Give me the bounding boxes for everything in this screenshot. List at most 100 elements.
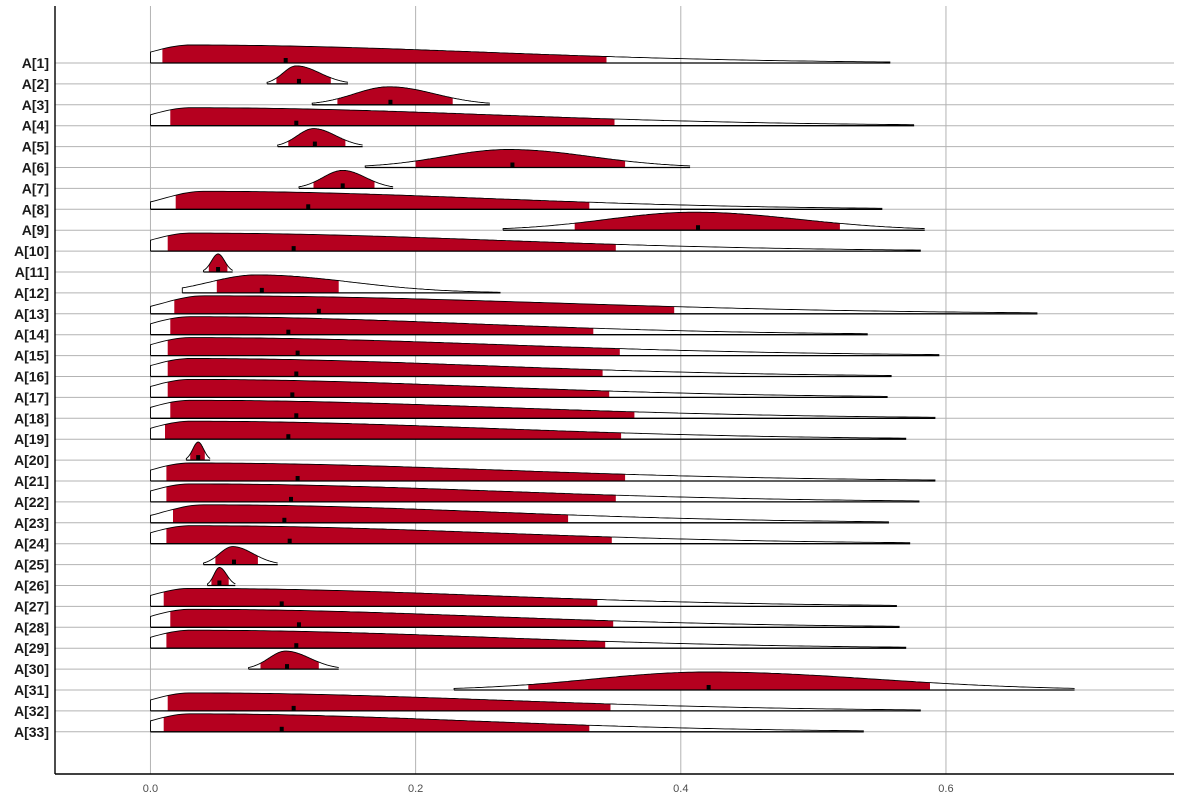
interval-area bbox=[337, 86, 453, 105]
median-marker bbox=[294, 413, 299, 419]
y-tick-label: A[4] bbox=[22, 118, 49, 134]
median-marker bbox=[696, 225, 701, 231]
median-marker bbox=[279, 601, 284, 607]
median-marker bbox=[294, 643, 299, 649]
density-outline bbox=[150, 504, 889, 523]
median-marker bbox=[288, 496, 293, 502]
median-marker bbox=[296, 78, 301, 84]
ridge bbox=[150, 483, 920, 503]
median-marker bbox=[285, 664, 290, 670]
density-outline bbox=[298, 169, 394, 189]
ridge bbox=[277, 128, 363, 148]
interval-area bbox=[216, 274, 339, 293]
ridge bbox=[150, 713, 864, 733]
density-outline bbox=[248, 650, 339, 670]
y-tick-label: A[32] bbox=[14, 703, 49, 719]
density-outline bbox=[150, 525, 911, 544]
density-outline bbox=[150, 399, 936, 419]
median-marker bbox=[287, 538, 292, 544]
density-outline bbox=[150, 483, 920, 502]
density-outline bbox=[150, 608, 900, 628]
interval-area bbox=[170, 107, 615, 126]
y-tick-label: A[27] bbox=[14, 598, 49, 614]
ridge bbox=[150, 358, 892, 378]
density-outline bbox=[150, 420, 907, 440]
y-tick-label: A[6] bbox=[22, 160, 49, 176]
interval-area bbox=[170, 316, 594, 335]
interval-area bbox=[167, 233, 616, 252]
density-outline bbox=[203, 546, 278, 565]
y-tick-label: A[30] bbox=[14, 661, 49, 677]
y-tick-label: A[31] bbox=[14, 682, 49, 698]
ridge bbox=[311, 86, 490, 106]
label-layer: 0.0 0.2 0.4 0.6 A[1] A[2] A[3] A[4] A[5] A[6] A[7]… bbox=[14, 55, 954, 795]
y-tick-label: A[10] bbox=[14, 243, 49, 259]
interval-area bbox=[528, 672, 930, 690]
y-tick-label: A[17] bbox=[14, 389, 49, 405]
y-tick-label: A[28] bbox=[14, 619, 49, 635]
ridge bbox=[150, 44, 891, 64]
median-marker bbox=[196, 455, 201, 461]
y-tick-label: A[33] bbox=[14, 724, 49, 740]
y-tick-label: A[22] bbox=[14, 494, 49, 510]
interval-area bbox=[163, 713, 590, 732]
y-tick-label: A[14] bbox=[14, 327, 49, 343]
density-outline bbox=[150, 587, 897, 607]
density-outline bbox=[150, 232, 921, 252]
density-outline bbox=[266, 65, 349, 84]
y-tick-label: A[5] bbox=[22, 139, 49, 155]
ridge bbox=[502, 211, 925, 231]
median-marker bbox=[316, 308, 321, 314]
median-marker bbox=[340, 183, 345, 189]
density-outline bbox=[207, 567, 236, 586]
median-marker bbox=[294, 120, 299, 126]
interval-area bbox=[170, 609, 614, 628]
interval-area bbox=[276, 65, 331, 84]
density-outline bbox=[150, 190, 883, 210]
interval-area bbox=[167, 337, 620, 356]
interval-area bbox=[173, 504, 569, 523]
density-outline bbox=[150, 316, 868, 335]
median-marker bbox=[295, 476, 300, 481]
interval-area bbox=[174, 295, 675, 314]
y-tick-label: A[29] bbox=[14, 640, 49, 656]
interval-area bbox=[166, 483, 616, 502]
density-outline bbox=[150, 378, 888, 398]
median-marker bbox=[388, 99, 393, 105]
interval-area bbox=[574, 212, 840, 231]
interval-area bbox=[415, 149, 626, 168]
ridge bbox=[203, 546, 278, 566]
ridge bbox=[150, 462, 936, 482]
ridge bbox=[364, 149, 691, 169]
y-tick-label: A[25] bbox=[14, 557, 49, 573]
median-marker bbox=[259, 287, 264, 293]
interval-area bbox=[166, 525, 612, 544]
x-tick-label: 0.6 bbox=[938, 783, 953, 795]
ridge bbox=[150, 692, 921, 712]
x-tick-label: 0.2 bbox=[408, 783, 423, 795]
ridge bbox=[150, 587, 897, 608]
interval-area bbox=[190, 442, 205, 461]
ridge bbox=[150, 295, 1038, 315]
axis-layer bbox=[54, 6, 1174, 775]
interval-area bbox=[167, 358, 603, 377]
median-marker bbox=[294, 371, 299, 377]
y-tick-label: A[24] bbox=[14, 536, 49, 552]
median-marker bbox=[296, 622, 301, 628]
median-marker bbox=[312, 141, 317, 147]
y-tick-label: A[19] bbox=[14, 431, 49, 447]
median-marker bbox=[217, 580, 222, 586]
median-marker bbox=[286, 434, 291, 440]
interval-area bbox=[163, 588, 598, 607]
interval-area bbox=[170, 400, 635, 419]
interval-area bbox=[175, 191, 590, 210]
y-tick-label: A[9] bbox=[22, 222, 49, 238]
median-marker bbox=[286, 329, 291, 335]
ridge bbox=[150, 378, 888, 399]
ridge bbox=[203, 253, 233, 273]
ridge bbox=[181, 274, 501, 294]
density-outline bbox=[150, 295, 1038, 314]
density-outline bbox=[203, 253, 233, 272]
y-tick-label: A[2] bbox=[22, 76, 49, 92]
median-marker bbox=[706, 685, 711, 690]
